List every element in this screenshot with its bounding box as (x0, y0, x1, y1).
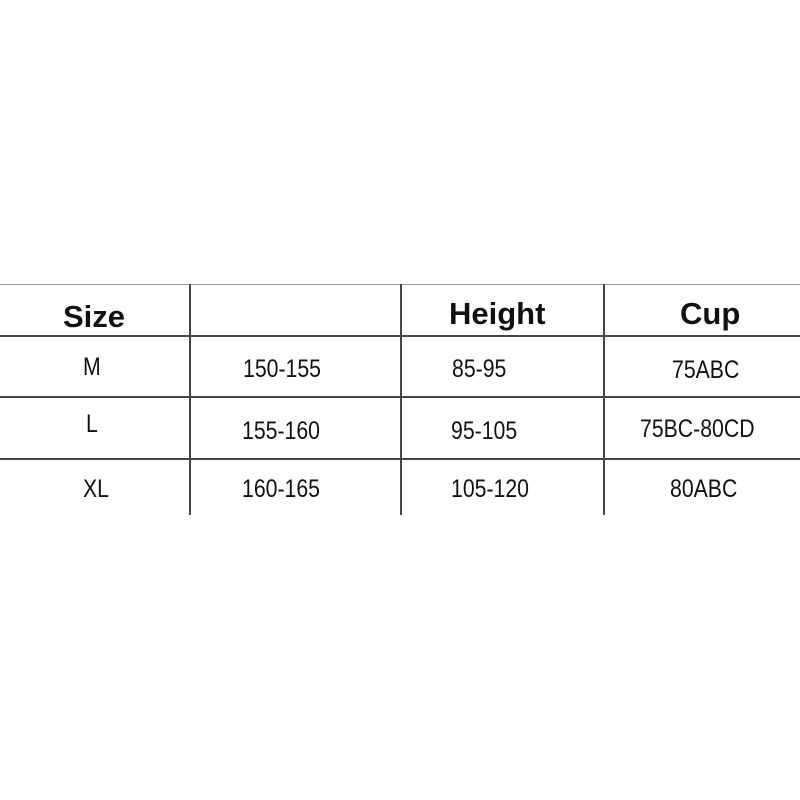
header-cup: Cup (680, 296, 741, 331)
cell-size: L (86, 410, 98, 438)
header-size: Size (63, 299, 126, 334)
cell-height: 85-95 (452, 355, 507, 383)
column-divider (189, 284, 191, 515)
header-height: Height (449, 296, 546, 331)
cell-cup: 75BC-80CD (640, 415, 755, 443)
cell-size: M (83, 353, 101, 381)
column-divider (603, 284, 605, 515)
cell-cup: 80ABC (670, 475, 738, 503)
cell-range: 155-160 (242, 417, 320, 445)
cell-range: 160-165 (242, 475, 320, 503)
cell-height: 105-120 (451, 475, 529, 503)
column-divider (400, 284, 402, 515)
cell-size: XL (83, 475, 110, 503)
cell-range: 150-155 (243, 355, 321, 383)
cell-height: 95-105 (451, 417, 518, 445)
cell-cup: 75ABC (672, 356, 740, 384)
